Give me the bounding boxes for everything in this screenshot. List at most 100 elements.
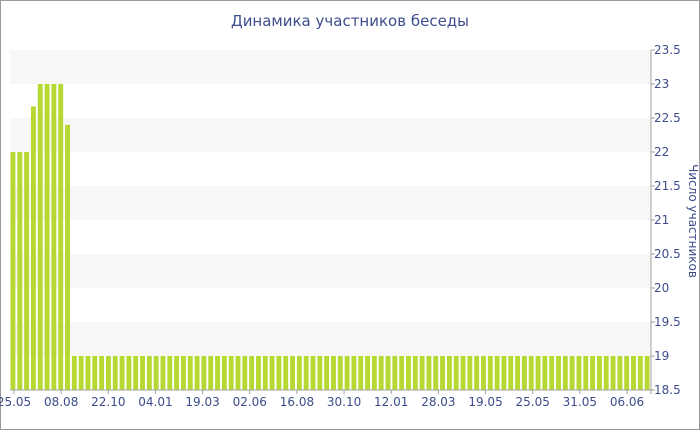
bar [365,356,371,390]
bar [392,356,398,390]
bar [119,356,125,390]
bar [17,152,23,390]
bar [542,356,548,390]
bar [71,356,77,390]
bar [562,356,568,390]
bar [221,356,227,390]
bar [249,356,255,390]
x-tick-label: 16.08 [280,395,314,409]
bar [146,356,152,390]
x-tick-label: 04.01 [138,395,172,409]
bar [112,356,118,390]
x-tick-label: 02.06 [233,395,267,409]
bar [440,356,446,390]
y-tick-label: 22 [654,145,669,159]
bar [515,356,521,390]
bar [406,356,411,390]
y-tick-labels: 18.5 19 19.5 20 20.5 21 21.5 22 22.5 23 23.5 [654,43,681,397]
bar [426,356,432,390]
x-tick-label: 12.01 [374,395,408,409]
bar [174,356,180,390]
bar [92,356,98,390]
bar [371,356,377,390]
y-tick-label: 23.5 [654,43,681,57]
bar [481,356,486,390]
y-axis-title: Число участников [686,164,700,278]
bar [590,356,596,390]
bar [201,356,207,390]
bar [433,356,439,390]
bar [24,152,30,390]
bar [140,356,145,390]
bar [412,356,418,390]
bar [44,84,50,390]
bar [603,356,609,390]
bar [78,356,84,390]
y-tick-label: 21.5 [654,179,681,193]
bar [30,106,36,390]
bar [99,356,105,390]
y-tick-label: 23 [654,77,669,91]
bar [296,356,302,390]
bar [194,356,200,390]
bar [303,356,309,390]
bar [385,356,391,390]
x-tick-label: 22.10 [91,395,125,409]
chart-title: Динамика участников беседы [230,12,470,30]
bars [10,84,650,391]
grid-band [10,322,651,356]
bar [487,356,493,390]
bar [276,356,282,390]
bar [51,84,57,390]
bar [215,356,220,390]
bar [331,356,336,390]
bar [337,356,343,390]
bar [596,356,602,390]
bar [549,356,555,390]
bar [180,356,186,390]
bar [576,356,582,390]
axes [10,49,655,394]
bar [494,356,500,390]
x-tick-label: 08.08 [44,395,78,409]
bar [419,356,425,390]
bar [399,356,405,390]
bar [262,356,268,390]
y-tick-label: 19.5 [654,315,681,329]
x-tick-label: 06.06 [610,395,644,409]
bar [508,356,514,390]
bar [569,356,575,390]
x-tick-label: 25.05 [0,395,31,409]
y-tick-label: 20.5 [654,247,681,261]
bar [535,356,541,390]
bar [58,84,64,390]
bar [310,356,316,390]
bar [208,356,214,390]
bar [644,356,650,390]
bar [631,356,636,390]
bar [10,152,16,390]
grid-band [10,118,651,152]
bar [85,356,91,390]
bar [160,356,166,390]
y-tick-label: 21 [654,213,669,227]
bar [358,356,364,390]
bar [167,356,173,390]
y-tick-label: 18.5 [654,383,681,397]
bar [37,84,43,390]
y-tick-label: 19 [654,349,669,363]
bar [467,356,473,390]
bar [556,356,561,390]
bar [637,356,643,390]
bar [290,356,295,390]
grid-band [10,186,651,220]
bar [583,356,589,390]
bar [153,356,159,390]
bar [624,356,630,390]
bar [528,356,534,390]
x-tick-label: 19.05 [468,395,502,409]
x-tick-label: 30.10 [327,395,361,409]
grid-bands [10,50,651,356]
bar [269,356,275,390]
